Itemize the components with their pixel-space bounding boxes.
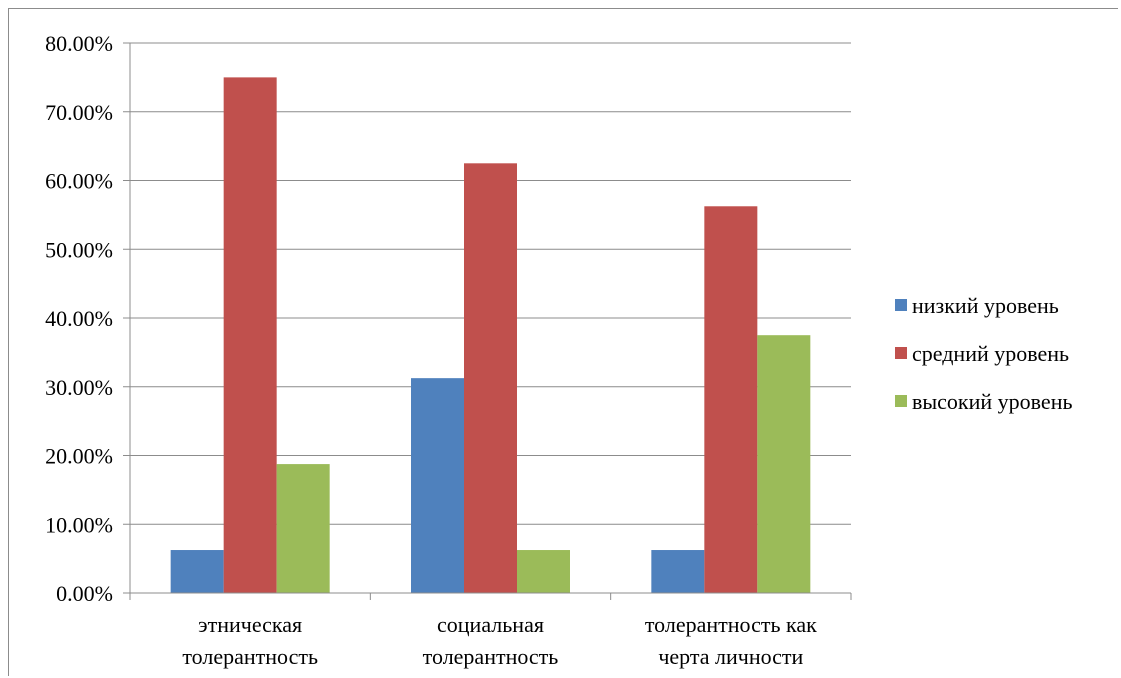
- bar: [276, 464, 330, 593]
- y-tick-label: 10.00%: [45, 512, 113, 537]
- legend-swatch: [895, 299, 907, 311]
- x-category-label: этническая: [198, 612, 302, 637]
- y-tick-label: 80.00%: [45, 31, 113, 56]
- y-tick-label: 40.00%: [45, 306, 113, 331]
- bar: [223, 77, 277, 593]
- x-category-label: черта личности: [658, 644, 803, 669]
- legend: низкий уровень средний уровень высокий уро…: [895, 293, 1073, 414]
- bar: [651, 550, 705, 593]
- bars: [170, 77, 811, 593]
- x-category-labels: этническая толерантность социальная толеран…: [182, 612, 817, 669]
- x-category-label: толерантность: [182, 644, 318, 669]
- bar: [411, 378, 464, 593]
- legend-label: высокий уровень: [912, 389, 1073, 414]
- x-category-label: социальная: [437, 612, 544, 637]
- axes: [123, 42, 852, 600]
- bar: [704, 206, 758, 593]
- y-tick-label: 60.00%: [45, 169, 113, 194]
- legend-label: средний уровень: [912, 341, 1069, 366]
- y-tick-label: 70.00%: [45, 100, 113, 125]
- bar: [517, 550, 570, 593]
- legend-swatch: [895, 395, 907, 407]
- y-tick-label: 0.00%: [56, 581, 113, 606]
- y-tick-label: 20.00%: [45, 444, 113, 469]
- x-category-label: толерантность как: [645, 612, 817, 637]
- legend-swatch: [895, 347, 907, 359]
- bar: [170, 550, 224, 593]
- x-category-label: толерантность: [423, 644, 559, 669]
- y-tick-label: 50.00%: [45, 237, 113, 262]
- y-tick-label: 30.00%: [45, 375, 113, 400]
- bar: [464, 163, 517, 593]
- y-tick-labels: 0.00% 10.00% 20.00% 30.00% 40.00% 50.00% 60.00…: [45, 31, 113, 606]
- legend-label: низкий уровень: [912, 293, 1059, 318]
- bar: [757, 335, 811, 593]
